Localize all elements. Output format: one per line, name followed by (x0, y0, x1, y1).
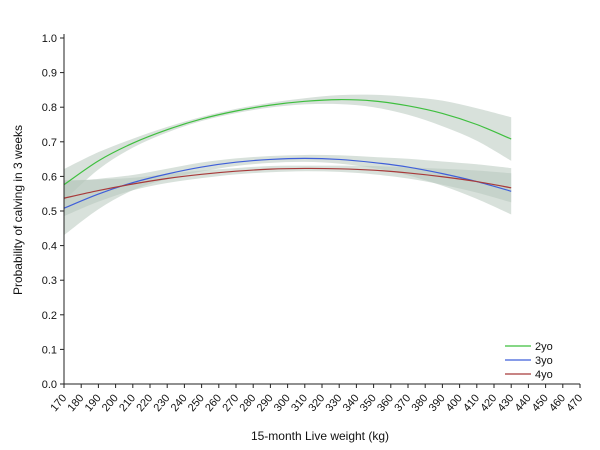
x-tick-label: 320 (306, 392, 327, 414)
x-tick-label: 260 (203, 392, 224, 414)
x-tick-label: 350 (358, 392, 379, 414)
confidence-band-4yo (64, 165, 512, 217)
x-tick-label: 190 (83, 392, 104, 414)
series-line-2yo (63, 98, 512, 186)
y-tick-label: 0.3 (42, 275, 57, 287)
x-tick-label: 460 (547, 392, 568, 414)
legend-label-2yo: 2yo (535, 341, 553, 353)
x-tick-label: 330 (324, 392, 345, 414)
x-tick-label: 270 (220, 392, 241, 414)
x-tick-label: 410 (461, 392, 482, 414)
x-tick-label: 280 (238, 392, 259, 414)
x-tick-label: 340 (341, 392, 362, 414)
x-tick-label: 300 (272, 392, 293, 414)
legend-label-4yo: 4yo (535, 369, 553, 381)
x-tick-label: 450 (530, 392, 551, 414)
x-tick-label: 400 (444, 392, 465, 414)
x-tick-label: 290 (255, 392, 276, 414)
x-tick-label: 370 (392, 392, 413, 414)
y-tick-label: 0.1 (42, 344, 57, 356)
x-tick-label: 310 (289, 392, 310, 414)
x-tick-label: 180 (66, 392, 87, 414)
x-tick-label: 210 (117, 392, 138, 414)
x-tick-label: 470 (564, 392, 585, 414)
y-tick-label: 0.5 (42, 206, 57, 218)
x-tick-label: 230 (152, 392, 173, 414)
x-tick-label: 170 (48, 392, 69, 414)
x-tick-label: 420 (478, 392, 499, 414)
y-axis-title: Probability of calving in 3 weeks (11, 125, 25, 295)
legend-label-3yo: 3yo (535, 355, 553, 367)
y-tick-label: 0.9 (42, 68, 57, 80)
y-tick-label: 1.0 (42, 33, 57, 45)
y-tick-label: 0.2 (42, 310, 57, 322)
x-tick-label: 240 (169, 392, 190, 414)
confidence-bands (64, 94, 512, 236)
x-tick-label: 360 (375, 392, 396, 414)
y-tick-label: 0.6 (42, 171, 57, 183)
x-tick-label: 250 (186, 392, 207, 414)
y-tick-label: 0.4 (42, 241, 57, 253)
series-line-3yo (63, 157, 512, 209)
legend: 2yo 3yo 4yo (505, 341, 553, 381)
series-line-4yo (63, 167, 512, 199)
series-lines (63, 98, 512, 209)
x-axis-title: 15-month Live weight (kg) (251, 429, 389, 443)
x-tick-label: 220 (134, 392, 155, 414)
x-tick-label: 430 (496, 392, 517, 414)
x-tick-label: 390 (427, 392, 448, 414)
x-tick-label: 440 (513, 392, 534, 414)
x-tick-label: 200 (100, 392, 121, 414)
y-tick-label: 0.8 (42, 102, 57, 114)
y-tick-label: 0.7 (42, 137, 57, 149)
y-tick-label: 0.0 (42, 379, 57, 391)
x-tick-label: 380 (410, 392, 431, 414)
axes: 0.0 0.1 0.2 0.3 0.4 0.5 0.6 0.7 0.8 0.9 1.0 1701801… (42, 33, 586, 414)
